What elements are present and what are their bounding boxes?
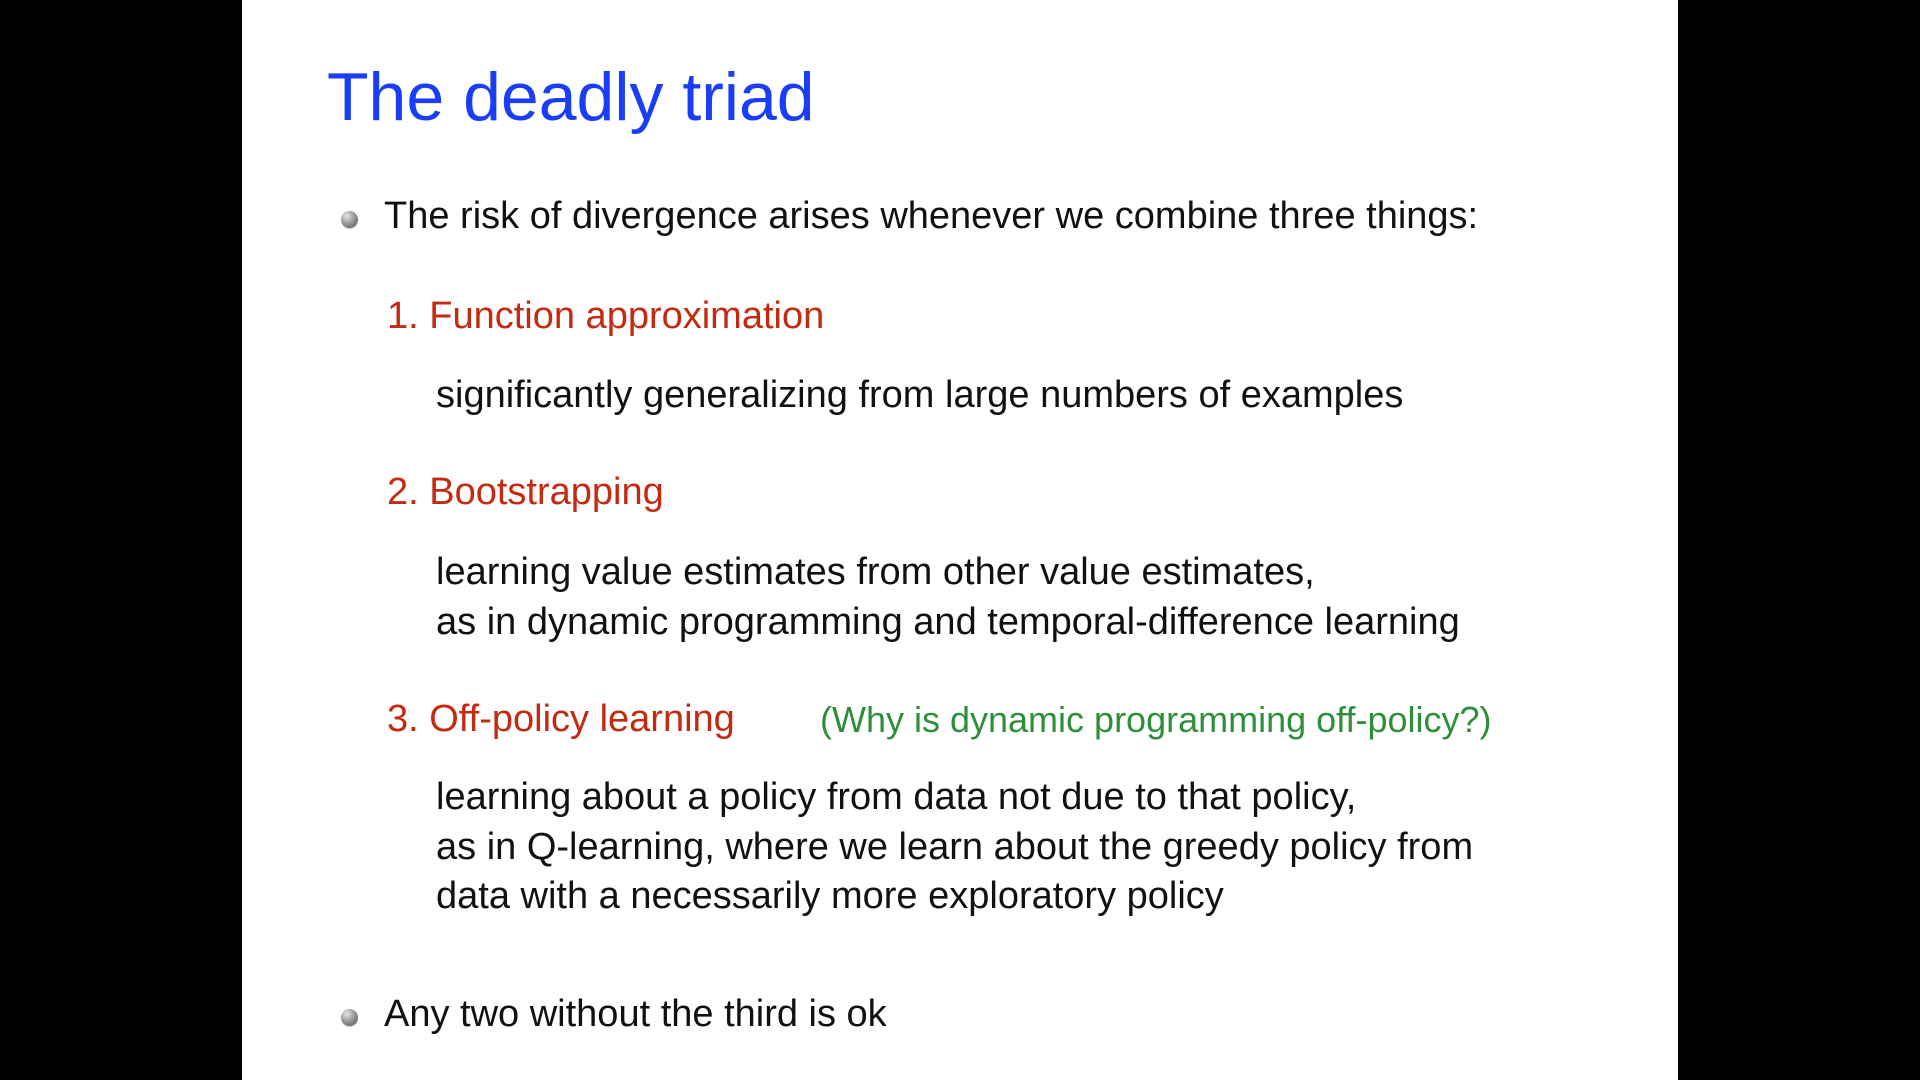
- bullet-dot-icon: [341, 211, 358, 228]
- item-2-body-line: as in dynamic programming and temporal-d…: [436, 600, 1460, 643]
- item-3-body-line: as in Q-learning, where we learn about t…: [436, 825, 1474, 868]
- item-3-label: 3. Off-policy learning: [387, 698, 735, 740]
- item-1-body-line: significantly generalizing from large nu…: [436, 374, 1404, 416]
- bullet-conclusion-text: Any two without the third is ok: [384, 993, 887, 1035]
- bullet-dot-icon: [341, 1009, 358, 1026]
- slide: The deadly triad The risk of divergence …: [242, 0, 1678, 1080]
- slide-title: The deadly triad: [327, 59, 815, 135]
- item-3-body-line: learning about a policy from data not du…: [436, 776, 1357, 818]
- item-1-body: significantly generalizing from large nu…: [436, 371, 1403, 421]
- item-3-body-line: data with a necessarily more exploratory…: [436, 875, 1224, 917]
- item-3-body: learning about a policy from data not du…: [436, 773, 1473, 922]
- item-3-note: (Why is dynamic programming off-policy?): [820, 699, 1492, 740]
- bullet-intro-text: The risk of divergence arises whenever w…: [384, 195, 1479, 237]
- item-2-label: 2. Bootstrapping: [387, 471, 664, 513]
- item-1-label: 1. Function approximation: [387, 295, 825, 337]
- item-2-body: learning value estimates from other valu…: [436, 548, 1460, 647]
- item-2-body-line: learning value estimates from other valu…: [436, 551, 1315, 593]
